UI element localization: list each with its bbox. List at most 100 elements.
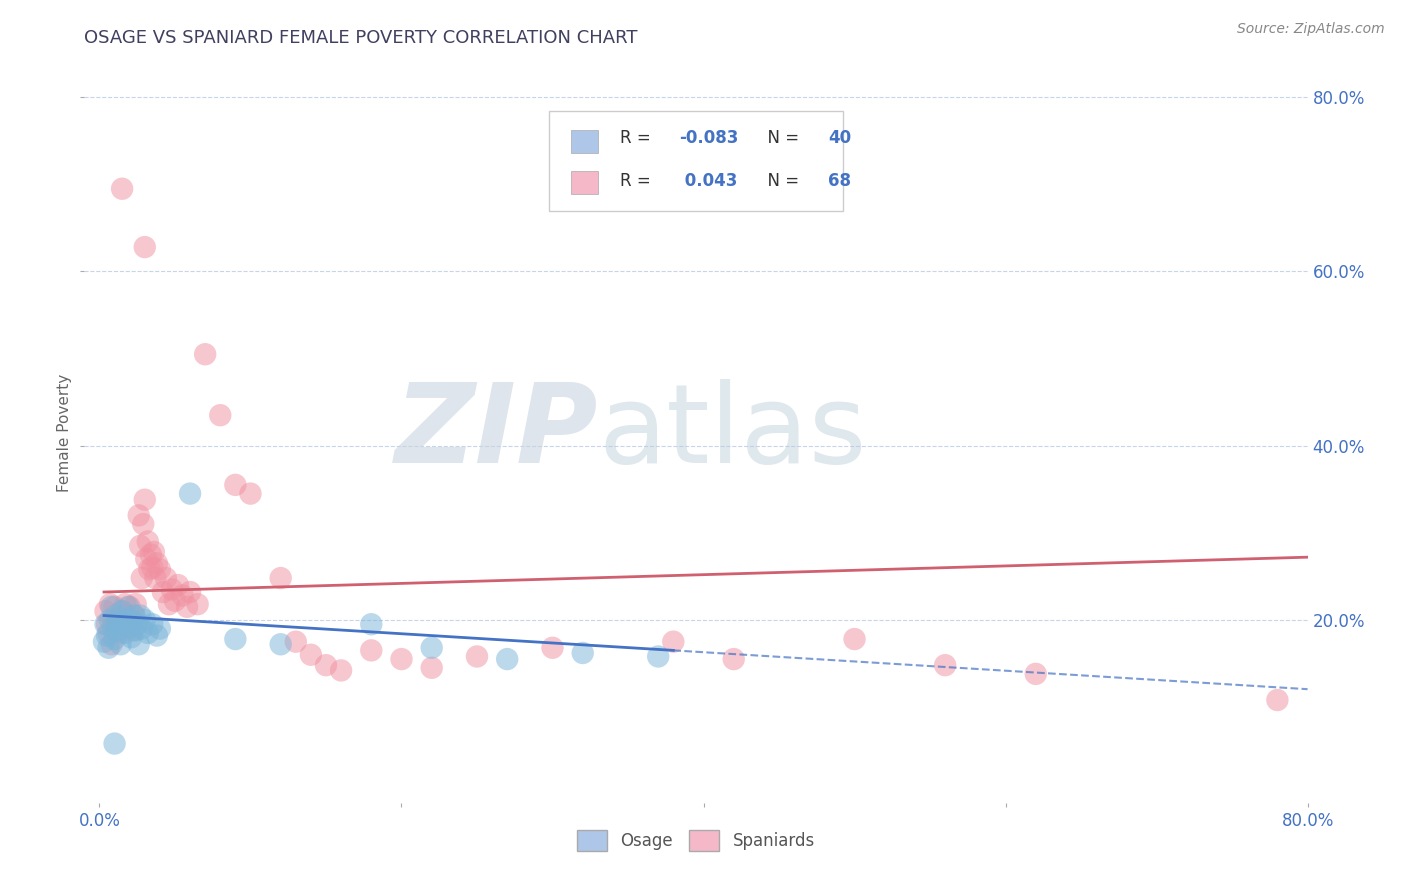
Text: atlas: atlas — [598, 379, 866, 486]
Point — [111, 604, 134, 618]
Point — [142, 545, 165, 559]
Point — [110, 626, 132, 640]
Point — [163, 593, 186, 607]
Point — [723, 652, 745, 666]
Point — [122, 608, 145, 623]
Point — [139, 548, 162, 562]
Point — [146, 629, 169, 643]
Point — [96, 617, 118, 632]
Point — [844, 632, 866, 646]
Point — [134, 240, 156, 254]
Point — [571, 646, 593, 660]
Point — [496, 652, 519, 666]
Point — [127, 617, 149, 632]
Point — [157, 597, 180, 611]
Point — [662, 634, 685, 648]
Point — [101, 613, 124, 627]
Text: ZIP: ZIP — [395, 379, 598, 486]
Point — [97, 626, 120, 640]
Point — [315, 658, 337, 673]
Point — [172, 589, 194, 603]
Point — [541, 640, 564, 655]
Point — [146, 556, 169, 570]
Point — [128, 637, 150, 651]
Point — [934, 658, 956, 673]
Point — [105, 624, 128, 638]
Point — [93, 634, 115, 648]
Point — [125, 624, 148, 638]
Point — [103, 737, 125, 751]
Point — [141, 560, 163, 574]
Point — [270, 637, 292, 651]
Point — [131, 571, 153, 585]
Text: R =: R = — [620, 129, 657, 147]
Point — [100, 599, 122, 614]
Point — [121, 615, 143, 629]
Point — [108, 624, 131, 638]
FancyBboxPatch shape — [550, 111, 842, 211]
Point — [149, 562, 172, 576]
Text: -0.083: -0.083 — [679, 129, 738, 147]
Point — [187, 597, 209, 611]
Point — [111, 604, 134, 618]
Point — [284, 634, 307, 648]
Point — [224, 478, 246, 492]
Text: OSAGE VS SPANIARD FEMALE POVERTY CORRELATION CHART: OSAGE VS SPANIARD FEMALE POVERTY CORRELA… — [84, 29, 638, 47]
Y-axis label: Female Poverty: Female Poverty — [56, 374, 72, 491]
Text: 40: 40 — [828, 129, 851, 147]
Point — [114, 626, 136, 640]
Point — [100, 637, 122, 651]
Text: R =: R = — [620, 172, 657, 190]
Point — [360, 643, 382, 657]
Point — [114, 597, 136, 611]
Point — [299, 648, 322, 662]
Point — [420, 661, 443, 675]
Point — [101, 622, 124, 636]
Point — [125, 597, 148, 611]
Point — [118, 599, 141, 614]
Point — [134, 492, 156, 507]
Point — [136, 534, 159, 549]
Point — [121, 624, 143, 638]
Point — [132, 517, 155, 532]
Point — [111, 182, 134, 196]
Point — [134, 613, 156, 627]
Point — [112, 617, 135, 632]
Legend: Osage, Spaniards: Osage, Spaniards — [571, 823, 821, 857]
Point — [117, 599, 139, 614]
Point — [179, 585, 201, 599]
Point — [160, 582, 183, 597]
Point — [97, 640, 120, 655]
Point — [129, 539, 152, 553]
Point — [465, 649, 488, 664]
Text: 0.043: 0.043 — [679, 172, 737, 190]
Point — [209, 408, 232, 422]
Point — [136, 626, 159, 640]
Point — [120, 613, 142, 627]
Point — [135, 552, 157, 566]
Point — [176, 599, 198, 614]
Point — [105, 608, 128, 623]
Point — [110, 637, 132, 651]
Point — [152, 585, 174, 599]
Point — [179, 486, 201, 500]
Point — [1025, 666, 1047, 681]
Point — [647, 649, 669, 664]
Point — [117, 620, 139, 634]
Point — [143, 571, 166, 585]
FancyBboxPatch shape — [571, 130, 598, 153]
Point — [96, 629, 118, 643]
Point — [118, 620, 141, 634]
Point — [270, 571, 292, 585]
Point — [149, 622, 172, 636]
Point — [129, 608, 152, 623]
Point — [224, 632, 246, 646]
Point — [98, 613, 121, 627]
Text: N =: N = — [758, 129, 804, 147]
Point — [330, 664, 353, 678]
Point — [127, 617, 149, 632]
Point — [194, 347, 217, 361]
Point — [420, 640, 443, 655]
Point — [239, 486, 262, 500]
Text: 68: 68 — [828, 172, 851, 190]
